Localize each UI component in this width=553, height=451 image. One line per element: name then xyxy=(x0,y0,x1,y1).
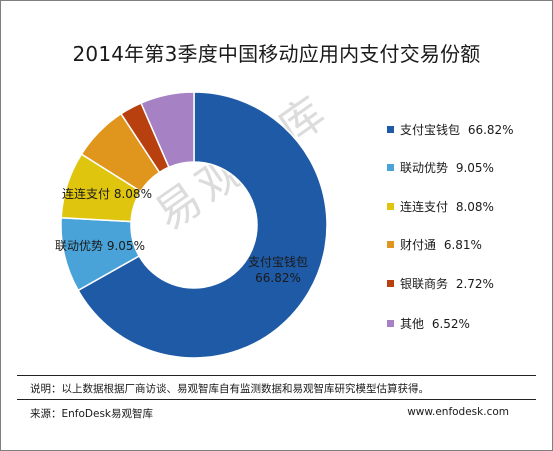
legend-item: 连连支付 8.08% xyxy=(387,198,494,214)
chart-title: 2014年第3季度中国移动应用内支付交易份额 xyxy=(72,42,481,66)
slice-label-liandong: 联动优势 9.05% xyxy=(55,239,145,253)
donut-slice-5 xyxy=(140,91,195,169)
legend-item: 支付宝钱包 66.82% xyxy=(387,121,514,137)
legend-swatch xyxy=(387,164,394,171)
legend-swatch xyxy=(387,203,394,210)
legend-item: 其他 6.52% xyxy=(387,315,470,331)
donut-slice-0 xyxy=(77,91,328,359)
legend-item: 联动优势 9.05% xyxy=(387,159,494,175)
legend-label: 支付宝钱包 xyxy=(400,123,461,137)
legend-swatch xyxy=(387,126,394,133)
legend-item: 银联商务 2.72% xyxy=(387,275,494,291)
legend-value: 9.05% xyxy=(452,161,494,175)
slice-label-lianlian: 连连支付 8.08% xyxy=(62,187,152,201)
footer-divider xyxy=(17,399,536,400)
legend-value: 66.82% xyxy=(464,123,514,137)
note-divider xyxy=(17,375,536,376)
legend-label: 其他 xyxy=(400,317,425,331)
legend-label: 联动优势 xyxy=(400,161,449,175)
legend-value: 6.81% xyxy=(440,238,482,252)
note-text: 说明：以上数据根据厂商访谈、易观智库自有监测数据和易观智库研究模型估算获得。 xyxy=(30,383,429,395)
legend-swatch xyxy=(387,241,394,248)
legend-swatch xyxy=(387,320,394,327)
legend-label: 连连支付 xyxy=(400,200,449,214)
legend-value: 8.08% xyxy=(452,200,494,214)
slice-label-alipay: 支付宝钱包 66.82% xyxy=(248,255,309,285)
legend-value: 2.72% xyxy=(452,277,494,291)
legend-item: 财付通 6.81% xyxy=(387,236,482,252)
legend-value: 6.52% xyxy=(428,317,470,331)
legend-label: 财付通 xyxy=(400,238,437,252)
source-text: 来源：EnfoDesk易观智库 xyxy=(30,408,154,420)
website-link: www.enfodesk.com xyxy=(407,406,509,418)
legend-label: 银联商务 xyxy=(400,277,449,291)
legend-swatch xyxy=(387,280,394,287)
